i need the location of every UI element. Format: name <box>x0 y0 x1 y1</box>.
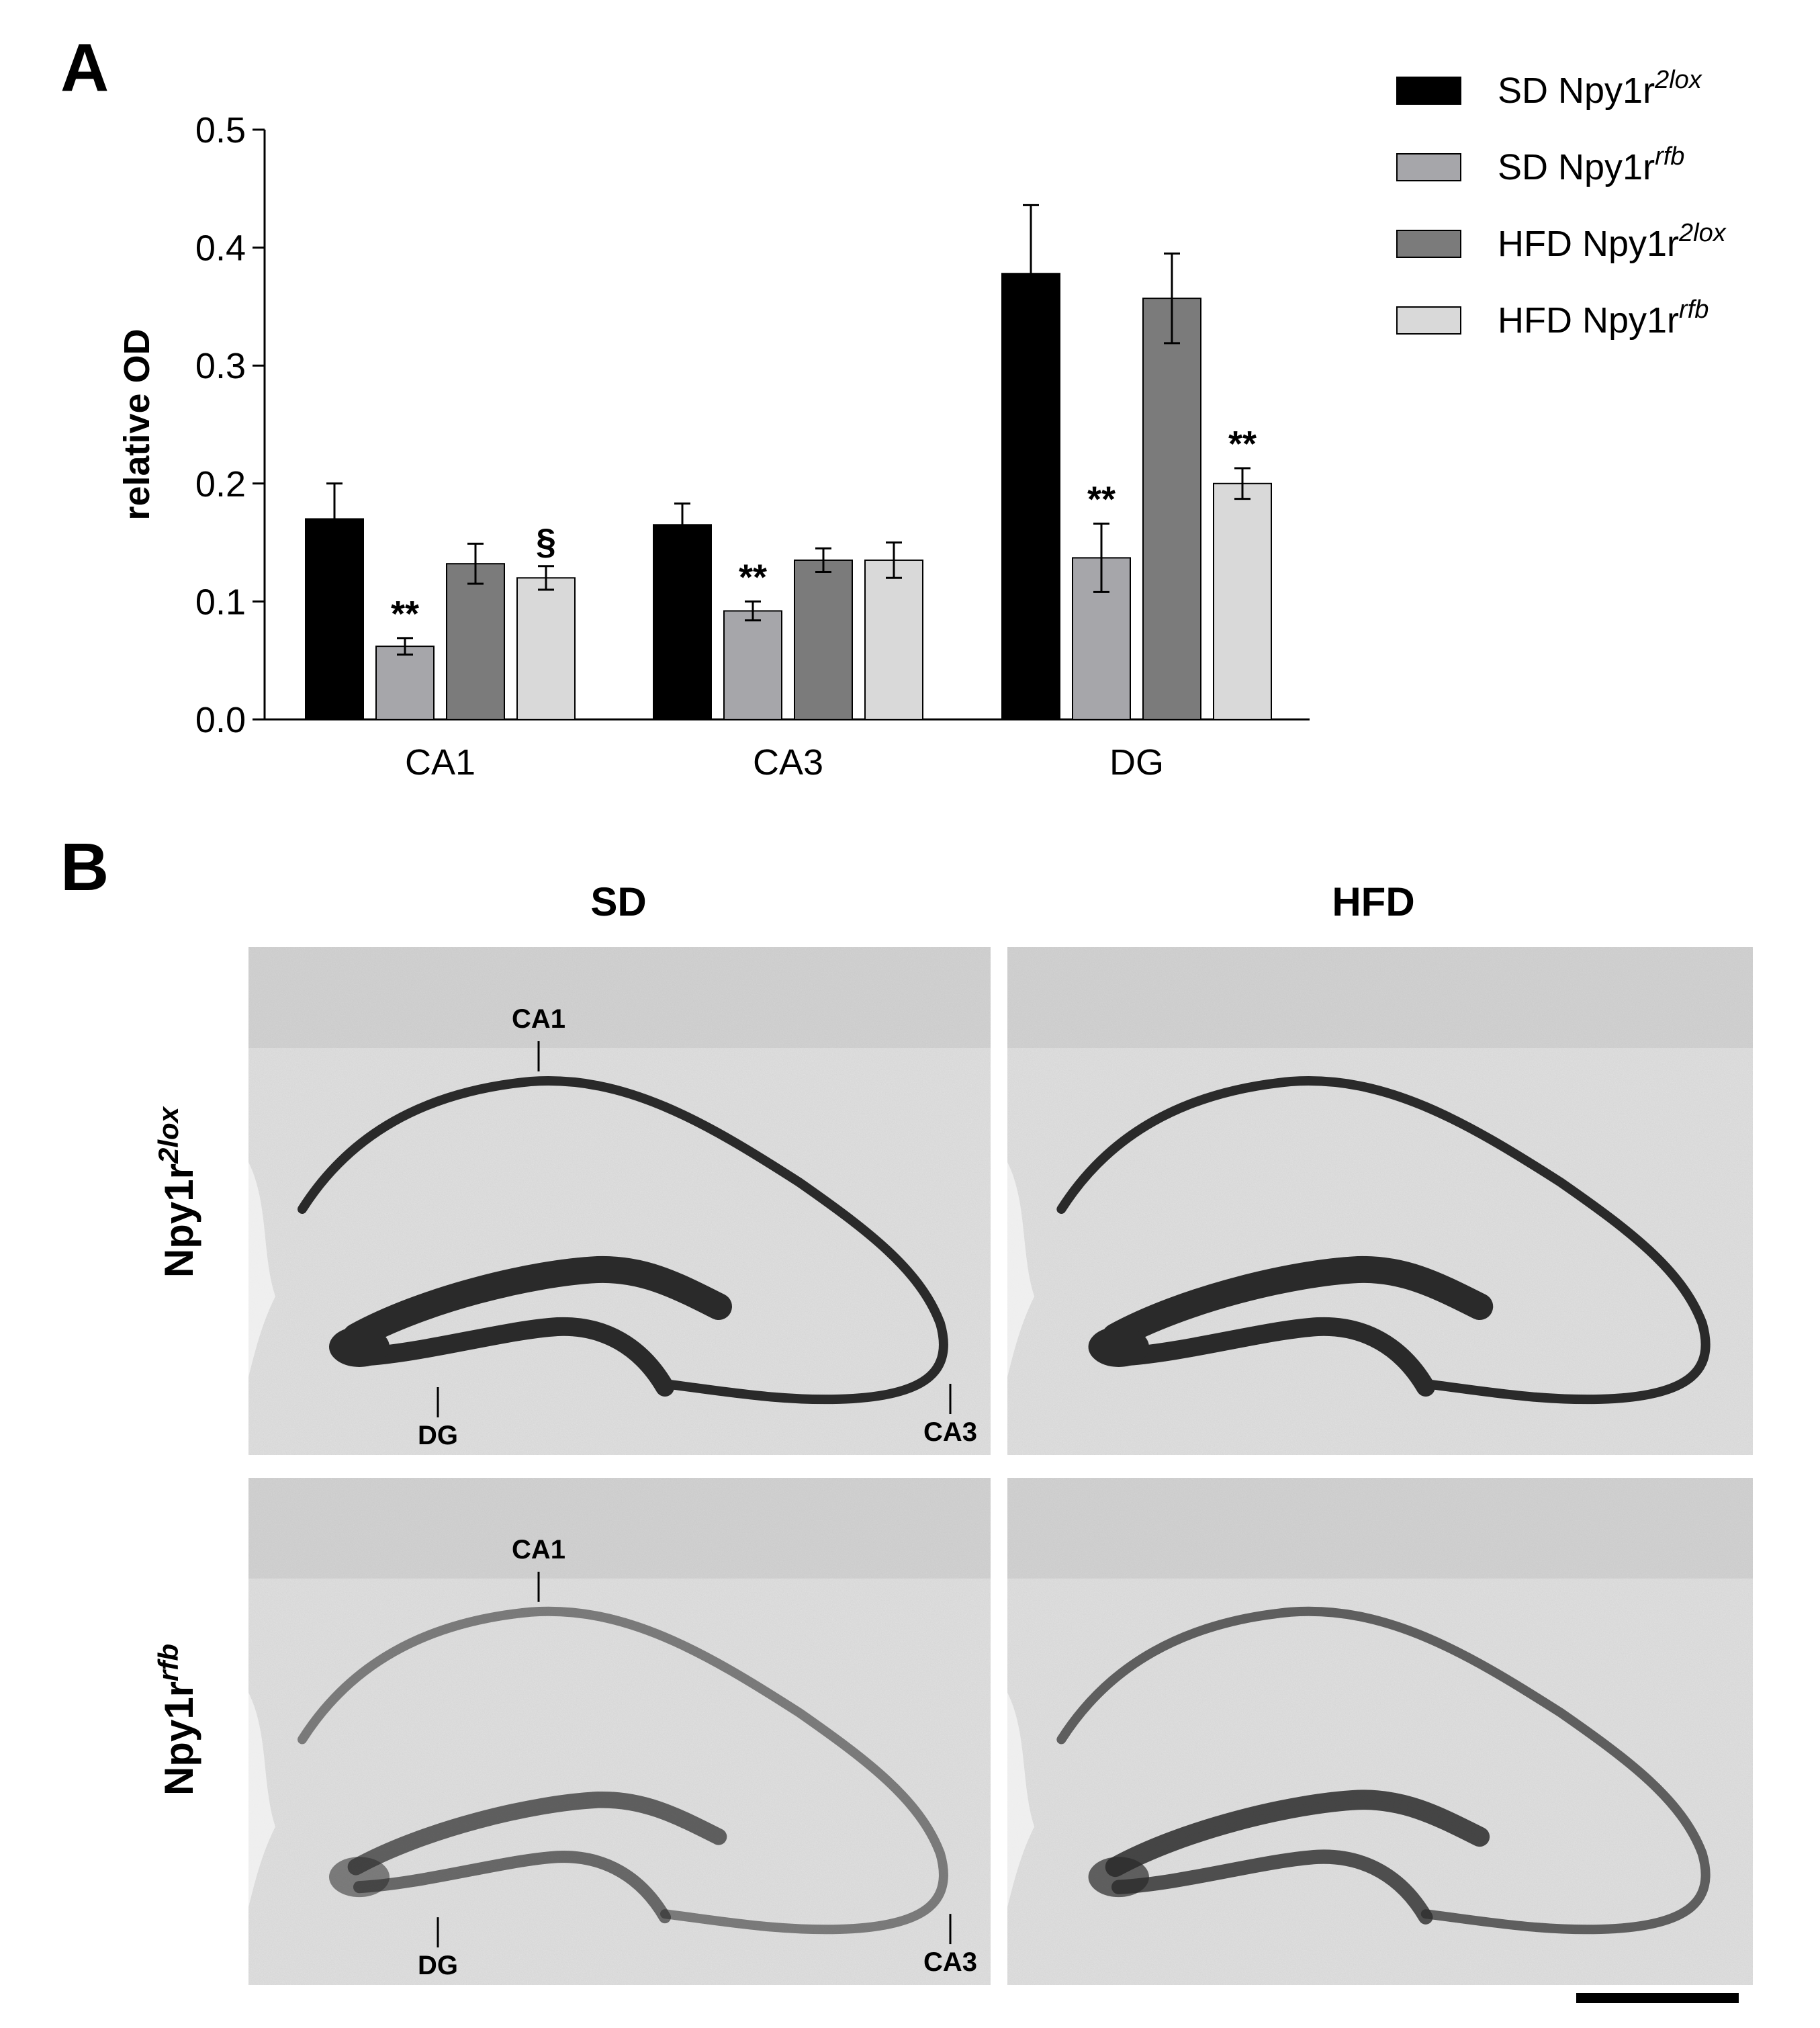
micrograph-hfd-row-1 <box>1007 947 1753 1455</box>
row-header-npy1r-2lox-superscript: 2lox <box>152 1106 184 1164</box>
dentate-gyrus-lower-blade <box>353 1851 672 1924</box>
legend-entry-superscript: 2lox <box>1654 66 1703 94</box>
legend-swatch-4 <box>1396 306 1461 335</box>
legend-entry-name: HFD Npy1r <box>1498 300 1679 341</box>
tissue-texture <box>1007 1478 1753 1985</box>
bar-ca1-series-4 <box>516 577 576 721</box>
legend-entry-superscript: 2lox <box>1678 219 1727 247</box>
y-tick-label: 0.0 <box>195 700 246 740</box>
row-header-npy1r-2lox: Npy1r2lox <box>152 1106 201 1278</box>
legend-entry-2: SD Npy1rrfb <box>1498 142 1684 187</box>
dentate-gyrus-upper-blade <box>347 1792 727 1876</box>
ventricle-edge <box>1007 1692 1035 1908</box>
legend-entry-1: SD Npy1r2lox <box>1498 66 1703 111</box>
ventricle-edge <box>1007 1162 1035 1377</box>
dentate-gyrus-lower-blade <box>350 1317 674 1397</box>
hippocampus: CA1 DG CA3 <box>248 1004 977 1450</box>
scale-bar <box>1576 1993 1739 2003</box>
micrograph-sd-row-1: CA1 DG CA3 <box>248 947 991 1455</box>
column-header-hfd: HFD <box>1332 879 1414 924</box>
bar-ca3-series-4 <box>864 559 923 720</box>
legend-entry-superscript: rfb <box>1655 142 1684 171</box>
dentate-gyrus-crest <box>329 1327 390 1367</box>
legend-entry-4: HFD Npy1rrfb <box>1498 296 1709 341</box>
column-header-sd: SD <box>590 879 646 924</box>
panel-label-a: A <box>60 30 109 105</box>
dentate-gyrus-lower-blade <box>1111 1849 1433 1925</box>
hippocampus <box>1007 1076 1711 1405</box>
row-header-npy1r-rfb-superscript: rfb <box>152 1644 184 1681</box>
dentate-gyrus-crest <box>1088 1857 1149 1898</box>
legend-entry-superscript: rfb <box>1679 296 1709 324</box>
tissue-texture <box>248 1478 991 1985</box>
hippocampus: CA1 DG CA3 <box>248 1535 977 1980</box>
legend-entry-name: SD Npy1r <box>1498 147 1655 187</box>
micrograph-grid: CA1 DG CA3 CA1 DG CA3 <box>248 947 1753 1985</box>
x-category-label: CA1 <box>405 742 475 783</box>
micrograph-hfd-row-2 <box>1007 1478 1753 1985</box>
pyramidal-cell-layer <box>298 1076 948 1405</box>
row-header-npy1r-rfb-base: Npy1r <box>156 1681 201 1796</box>
significance-marker: ** <box>739 557 767 597</box>
y-tick-label: 0.4 <box>195 228 246 269</box>
significance-marker: § <box>536 522 556 562</box>
bar-ca3-series-1 <box>653 524 712 720</box>
significance-marker: ** <box>1087 480 1116 520</box>
region-label-ca1: CA1 <box>512 1535 565 1564</box>
region-label-ca3: CA3 <box>923 1947 977 1977</box>
dentate-gyrus-upper-blade <box>1101 1255 1494 1350</box>
legend-swatch-3 <box>1396 230 1461 258</box>
pyramidal-cell-layer <box>1056 1606 1711 1935</box>
region-label-dg: DG <box>418 1421 458 1450</box>
bar-chart: 0.0 0.1 0.2 0.3 0.4 0.5 relative OD ** § CA1 ** CA3… <box>117 66 1727 783</box>
region-label-dg: DG <box>418 1951 458 1980</box>
legend-entry-3: HFD Npy1r2lox <box>1498 219 1727 264</box>
row-header-npy1r-2lox-base: Npy1r <box>156 1163 201 1278</box>
y-tick-label: 0.3 <box>195 346 246 386</box>
dentate-gyrus-upper-blade <box>343 1255 732 1350</box>
dentate-gyrus-crest <box>1088 1327 1149 1367</box>
pyramidal-cell-layer <box>1056 1076 1711 1405</box>
y-tick-label: 0.2 <box>195 464 246 504</box>
bar-dg-series-4 <box>1213 482 1272 720</box>
dentate-gyrus-upper-blade <box>1105 1790 1490 1878</box>
bar-ca1-series-3 <box>446 563 505 721</box>
panel-label-b: B <box>60 830 109 905</box>
y-tick-label: 0.5 <box>195 110 246 150</box>
x-category-label: DG <box>1109 742 1164 783</box>
hippocampus <box>1007 1606 1711 1935</box>
bar-ca3-series-3 <box>794 559 853 720</box>
dentate-gyrus-lower-blade <box>1109 1317 1435 1397</box>
bar-dg-series-1 <box>1001 273 1060 720</box>
bar-ca1-series-2 <box>375 646 435 720</box>
bar-ca3-series-2 <box>723 610 782 720</box>
x-category-label: CA3 <box>753 742 823 783</box>
pyramidal-cell-layer <box>298 1606 948 1935</box>
legend-swatch-2 <box>1396 153 1461 181</box>
legend-entry-name: HFD Npy1r <box>1498 224 1679 264</box>
region-label-ca1: CA1 <box>512 1004 565 1034</box>
y-axis-title: relative OD <box>117 328 157 520</box>
y-tick-label: 0.1 <box>195 582 246 622</box>
bar-dg-series-3 <box>1142 298 1201 721</box>
row-header-npy1r-rfb: Npy1rrfb <box>152 1644 201 1796</box>
dentate-gyrus-crest <box>329 1857 390 1898</box>
legend-entry-name: SD Npy1r <box>1498 71 1655 111</box>
ventricle-edge <box>248 1162 275 1377</box>
legend-swatch-1 <box>1396 77 1461 105</box>
region-label-ca3: CA3 <box>923 1417 977 1447</box>
significance-marker: ** <box>391 594 419 634</box>
ventricle-edge <box>248 1692 275 1908</box>
tissue-texture <box>1007 947 1753 1455</box>
tissue-texture <box>248 947 991 1455</box>
micrograph-sd-row-2: CA1 DG CA3 <box>248 1478 991 1985</box>
significance-marker: ** <box>1228 424 1257 464</box>
